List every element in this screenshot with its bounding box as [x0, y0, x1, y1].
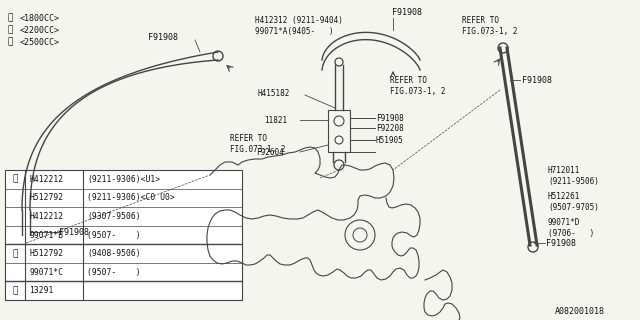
Text: H412212: H412212 — [29, 212, 63, 221]
Text: 99071*B: 99071*B — [29, 230, 63, 239]
Text: F92208: F92208 — [376, 124, 404, 132]
Text: REFER TO: REFER TO — [230, 133, 267, 142]
Text: F91908: F91908 — [59, 228, 89, 236]
Text: F91908: F91908 — [392, 7, 422, 17]
Text: REFER TO: REFER TO — [462, 15, 499, 25]
Text: H512261: H512261 — [548, 191, 580, 201]
Text: <1800CC>: <1800CC> — [20, 13, 60, 22]
Text: (9211-9306)<U1>: (9211-9306)<U1> — [87, 175, 160, 184]
Text: <2500CC>: <2500CC> — [20, 37, 60, 46]
Text: REFER TO: REFER TO — [390, 76, 427, 84]
Text: H512792: H512792 — [29, 249, 63, 258]
Text: ②: ② — [12, 249, 18, 258]
Text: F92604: F92604 — [256, 148, 284, 156]
Bar — [328, 110, 350, 152]
Text: (9507-    ): (9507- ) — [87, 230, 141, 239]
Text: F91908: F91908 — [148, 33, 178, 42]
Text: <2200CC>: <2200CC> — [20, 26, 60, 35]
Text: 99071*D: 99071*D — [548, 218, 580, 227]
Bar — [5, 170, 242, 300]
Text: ①: ① — [8, 13, 13, 22]
Text: (9408-9506): (9408-9506) — [87, 249, 141, 258]
Text: (9706-   ): (9706- ) — [548, 228, 595, 237]
Text: F91908: F91908 — [522, 76, 552, 84]
Text: ①: ① — [12, 175, 18, 184]
Text: ②: ② — [8, 26, 13, 35]
Text: (9507-    ): (9507- ) — [87, 268, 141, 277]
Text: H512792: H512792 — [29, 193, 63, 202]
Text: F91908: F91908 — [376, 114, 404, 123]
Text: H412312 (9211-9404): H412312 (9211-9404) — [255, 15, 343, 25]
Text: 11821: 11821 — [264, 116, 287, 124]
Text: FIG.073-1, 2: FIG.073-1, 2 — [462, 27, 518, 36]
Text: (9307-9506): (9307-9506) — [87, 212, 141, 221]
Text: A082001018: A082001018 — [555, 308, 605, 316]
Text: H412212: H412212 — [29, 175, 63, 184]
Text: H415182: H415182 — [258, 89, 291, 98]
Text: (9211-9506): (9211-9506) — [548, 177, 599, 186]
Text: ③: ③ — [8, 37, 13, 46]
Text: FIG.073-1, 2: FIG.073-1, 2 — [230, 145, 285, 154]
Text: 13291: 13291 — [29, 286, 53, 295]
Text: (9507-9705): (9507-9705) — [548, 203, 599, 212]
Text: 99071*C: 99071*C — [29, 268, 63, 277]
Text: H712011: H712011 — [548, 165, 580, 174]
Text: ③: ③ — [12, 286, 18, 295]
Text: 99071*A(9405-   ): 99071*A(9405- ) — [255, 27, 333, 36]
Text: (9211-9306)<C0 U0>: (9211-9306)<C0 U0> — [87, 193, 175, 202]
Text: H51905: H51905 — [376, 135, 404, 145]
Text: FIG.073-1, 2: FIG.073-1, 2 — [390, 86, 445, 95]
Text: F91908: F91908 — [546, 238, 576, 247]
